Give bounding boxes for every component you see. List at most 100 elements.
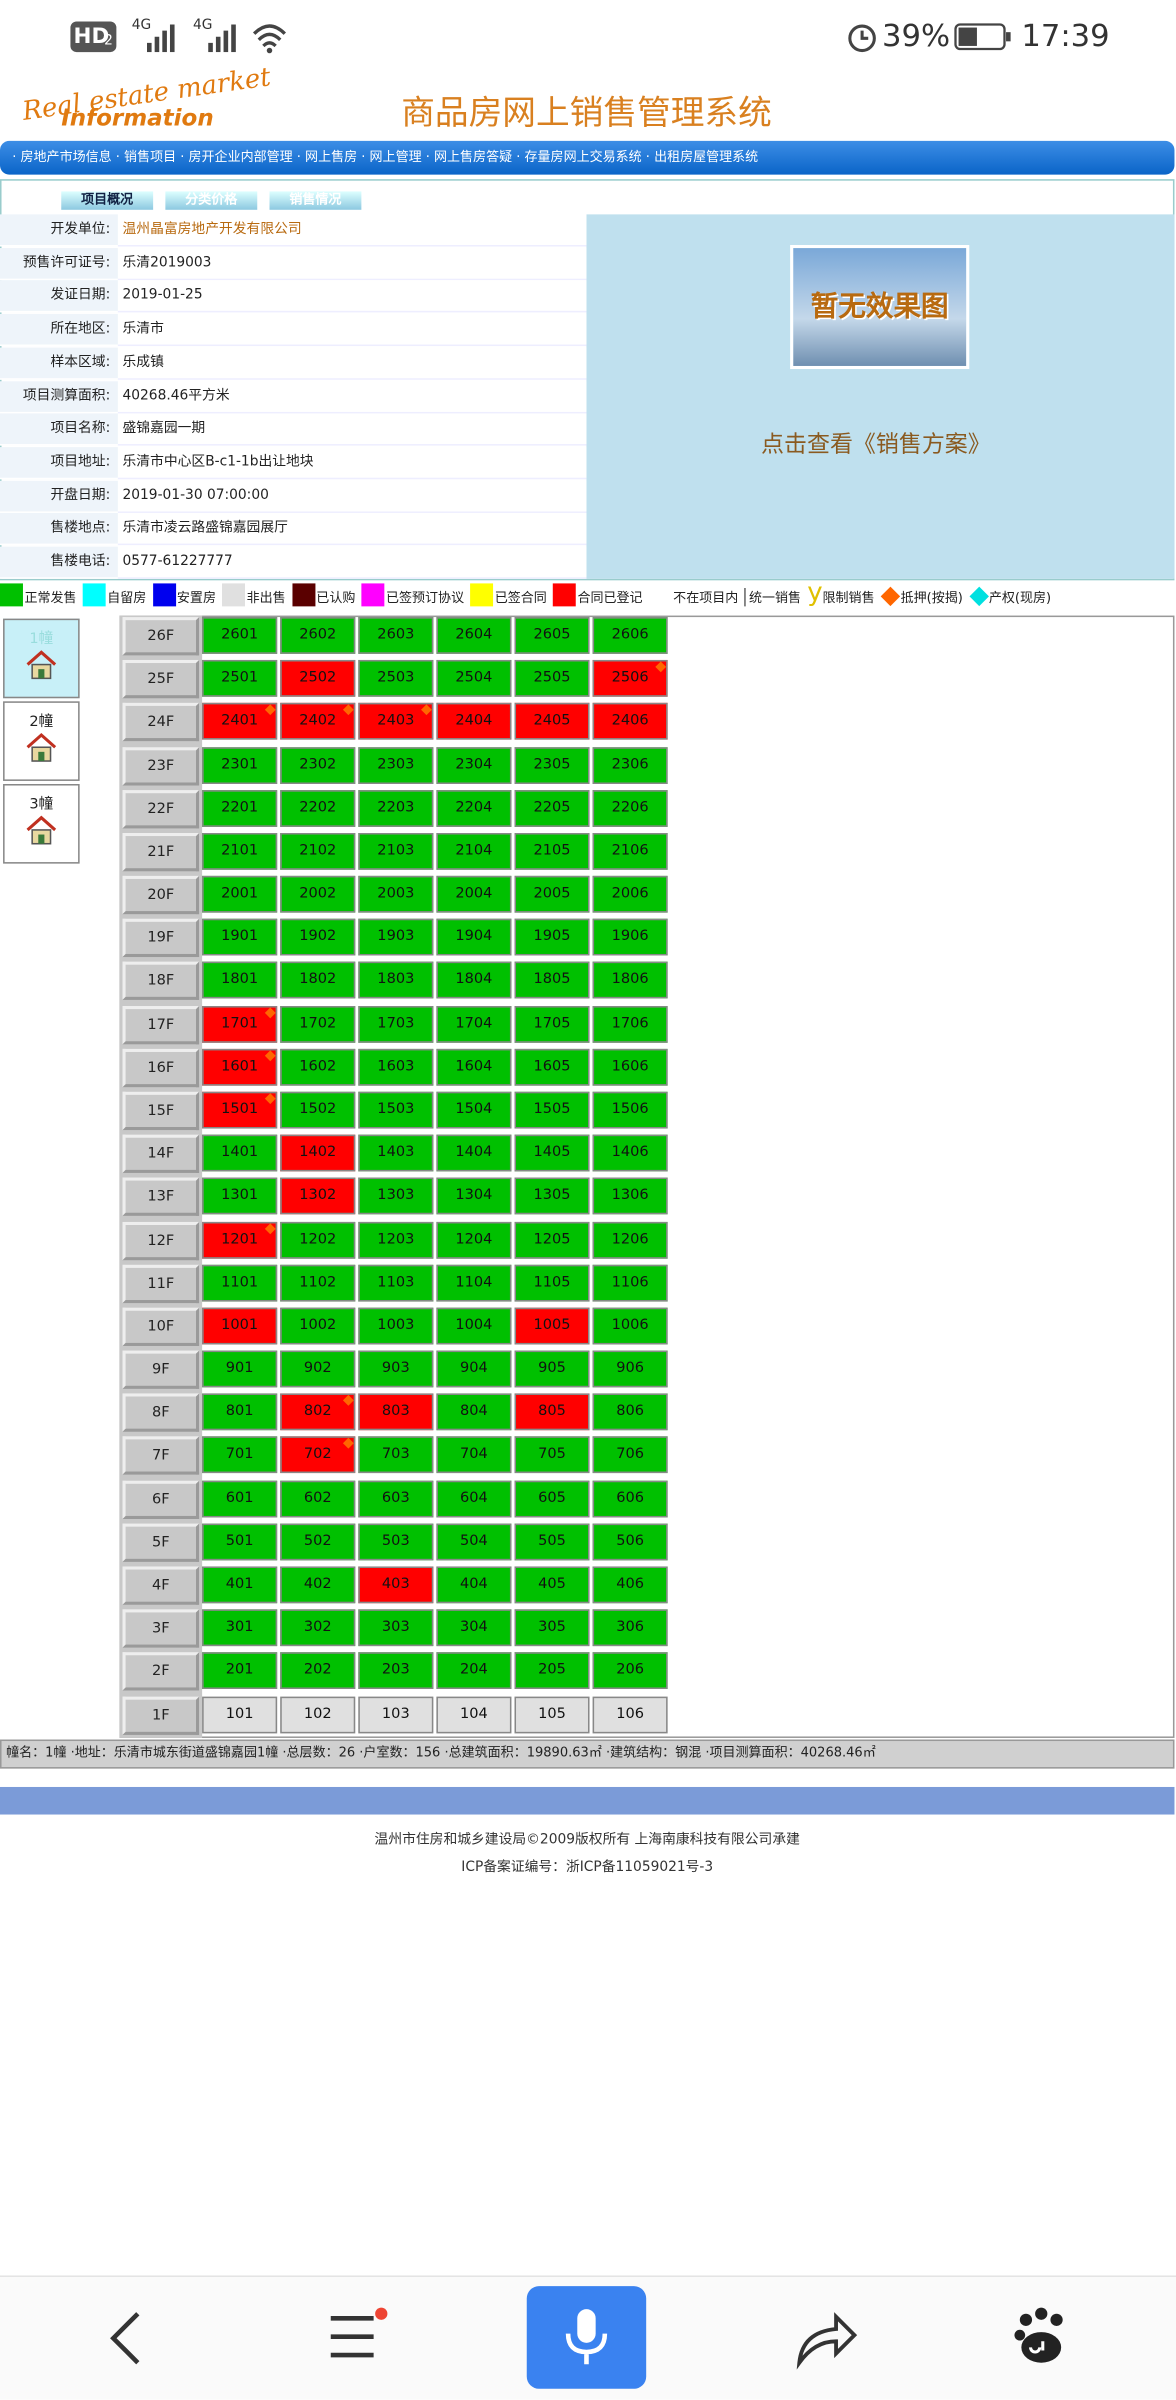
unit[interactable]: 1901 (202, 919, 278, 956)
unit[interactable]: 1902 (280, 919, 356, 956)
unit[interactable]: 101 (202, 1695, 278, 1733)
unit[interactable]: 1702 (280, 1005, 356, 1043)
nav-bar[interactable]: · 房地产市场信息 · 销售项目 · 房开企业内部管理 · 网上售房 · 网上管… (0, 140, 1175, 175)
unit[interactable]: 1303 (358, 1178, 434, 1215)
tab[interactable]: 分类价格 (165, 191, 258, 210)
unit[interactable]: 2506 (592, 660, 668, 697)
unit[interactable]: 2103 (358, 832, 434, 870)
unit[interactable]: 805 (514, 1393, 590, 1431)
unit[interactable]: 1304 (436, 1178, 512, 1215)
unit[interactable]: 1402 (280, 1134, 356, 1172)
unit[interactable]: 2203 (358, 789, 434, 827)
unit[interactable]: 802 (280, 1393, 356, 1431)
unit[interactable]: 2606 (592, 617, 668, 654)
unit[interactable]: 1701 (202, 1005, 278, 1043)
unit[interactable]: 1203 (358, 1221, 434, 1258)
unit[interactable]: 406 (592, 1566, 668, 1604)
building-tab[interactable]: 2幢 (3, 701, 80, 781)
unit[interactable]: 1001 (202, 1307, 278, 1345)
unit[interactable]: 1803 (358, 962, 434, 1000)
unit[interactable]: 2402 (280, 703, 356, 741)
unit[interactable]: 2504 (436, 660, 512, 697)
unit[interactable]: 405 (514, 1566, 590, 1604)
unit[interactable]: 1801 (202, 962, 278, 1000)
unit[interactable]: 1205 (514, 1221, 590, 1258)
unit[interactable]: 1202 (280, 1221, 356, 1258)
building-tab[interactable]: 3幢 (3, 784, 80, 864)
unit[interactable]: 2403 (358, 703, 434, 741)
unit[interactable]: 2002 (280, 875, 356, 913)
unit[interactable]: 1504 (436, 1091, 512, 1129)
unit[interactable]: 903 (358, 1350, 434, 1388)
unit[interactable]: 105 (514, 1695, 590, 1733)
unit[interactable]: 1104 (436, 1264, 512, 1302)
unit[interactable]: 506 (592, 1523, 668, 1560)
unit[interactable]: 1406 (592, 1134, 668, 1172)
unit[interactable]: 501 (202, 1523, 278, 1560)
unit[interactable]: 2201 (202, 789, 278, 827)
unit[interactable]: 602 (280, 1480, 356, 1517)
unit[interactable]: 204 (436, 1652, 512, 1690)
unit[interactable]: 2503 (358, 660, 434, 697)
unit[interactable]: 906 (592, 1350, 668, 1388)
unit[interactable]: 1002 (280, 1307, 356, 1345)
unit[interactable]: 2005 (514, 875, 590, 913)
unit[interactable]: 404 (436, 1566, 512, 1604)
unit[interactable]: 201 (202, 1652, 278, 1690)
unit[interactable]: 601 (202, 1480, 278, 1517)
unit[interactable]: 905 (514, 1350, 590, 1388)
unit[interactable]: 106 (592, 1695, 668, 1733)
unit[interactable]: 2501 (202, 660, 278, 697)
unit[interactable]: 1005 (514, 1307, 590, 1345)
unit[interactable]: 2602 (280, 617, 356, 654)
share-button[interactable] (784, 2305, 861, 2372)
unit[interactable]: 1405 (514, 1134, 590, 1172)
tab[interactable]: 销售情况 (269, 191, 362, 210)
unit[interactable]: 1703 (358, 1005, 434, 1043)
unit[interactable]: 1706 (592, 1005, 668, 1043)
building-tab[interactable]: 1幢 (3, 618, 80, 699)
unit[interactable]: 2006 (592, 875, 668, 913)
unit[interactable]: 306 (592, 1609, 668, 1647)
unit[interactable]: 1505 (514, 1091, 590, 1129)
unit[interactable]: 2301 (202, 746, 278, 784)
unit[interactable]: 2401 (202, 703, 278, 741)
unit[interactable]: 103 (358, 1695, 434, 1733)
unit[interactable]: 206 (592, 1652, 668, 1690)
unit[interactable]: 1602 (280, 1048, 356, 1086)
unit[interactable]: 1103 (358, 1264, 434, 1302)
unit[interactable]: 1403 (358, 1134, 434, 1172)
unit[interactable]: 703 (358, 1436, 434, 1474)
unit[interactable]: 1302 (280, 1178, 356, 1215)
unit[interactable]: 1204 (436, 1221, 512, 1258)
back-button[interactable] (92, 2305, 166, 2372)
unit[interactable]: 1201 (202, 1221, 278, 1258)
unit[interactable]: 804 (436, 1393, 512, 1431)
unit[interactable]: 806 (592, 1393, 668, 1431)
unit[interactable]: 205 (514, 1652, 590, 1690)
unit[interactable]: 604 (436, 1480, 512, 1517)
unit[interactable]: 502 (280, 1523, 356, 1560)
unit[interactable]: 2204 (436, 789, 512, 827)
unit[interactable]: 1805 (514, 962, 590, 1000)
unit[interactable]: 401 (202, 1566, 278, 1604)
unit[interactable]: 901 (202, 1350, 278, 1388)
unit[interactable]: 1605 (514, 1048, 590, 1086)
unit[interactable]: 2306 (592, 746, 668, 784)
unit[interactable]: 2101 (202, 832, 278, 870)
unit[interactable]: 1606 (592, 1048, 668, 1086)
unit[interactable]: 303 (358, 1609, 434, 1647)
unit[interactable]: 2406 (592, 703, 668, 741)
unit[interactable]: 1601 (202, 1048, 278, 1086)
unit[interactable]: 1006 (592, 1307, 668, 1345)
unit[interactable]: 2601 (202, 617, 278, 654)
unit[interactable]: 402 (280, 1566, 356, 1604)
unit[interactable]: 102 (280, 1695, 356, 1733)
unit[interactable]: 1503 (358, 1091, 434, 1129)
unit[interactable]: 2404 (436, 703, 512, 741)
unit[interactable]: 305 (514, 1609, 590, 1647)
unit[interactable]: 2206 (592, 789, 668, 827)
unit[interactable]: 1301 (202, 1178, 278, 1215)
unit[interactable]: 2205 (514, 789, 590, 827)
unit[interactable]: 2106 (592, 832, 668, 870)
